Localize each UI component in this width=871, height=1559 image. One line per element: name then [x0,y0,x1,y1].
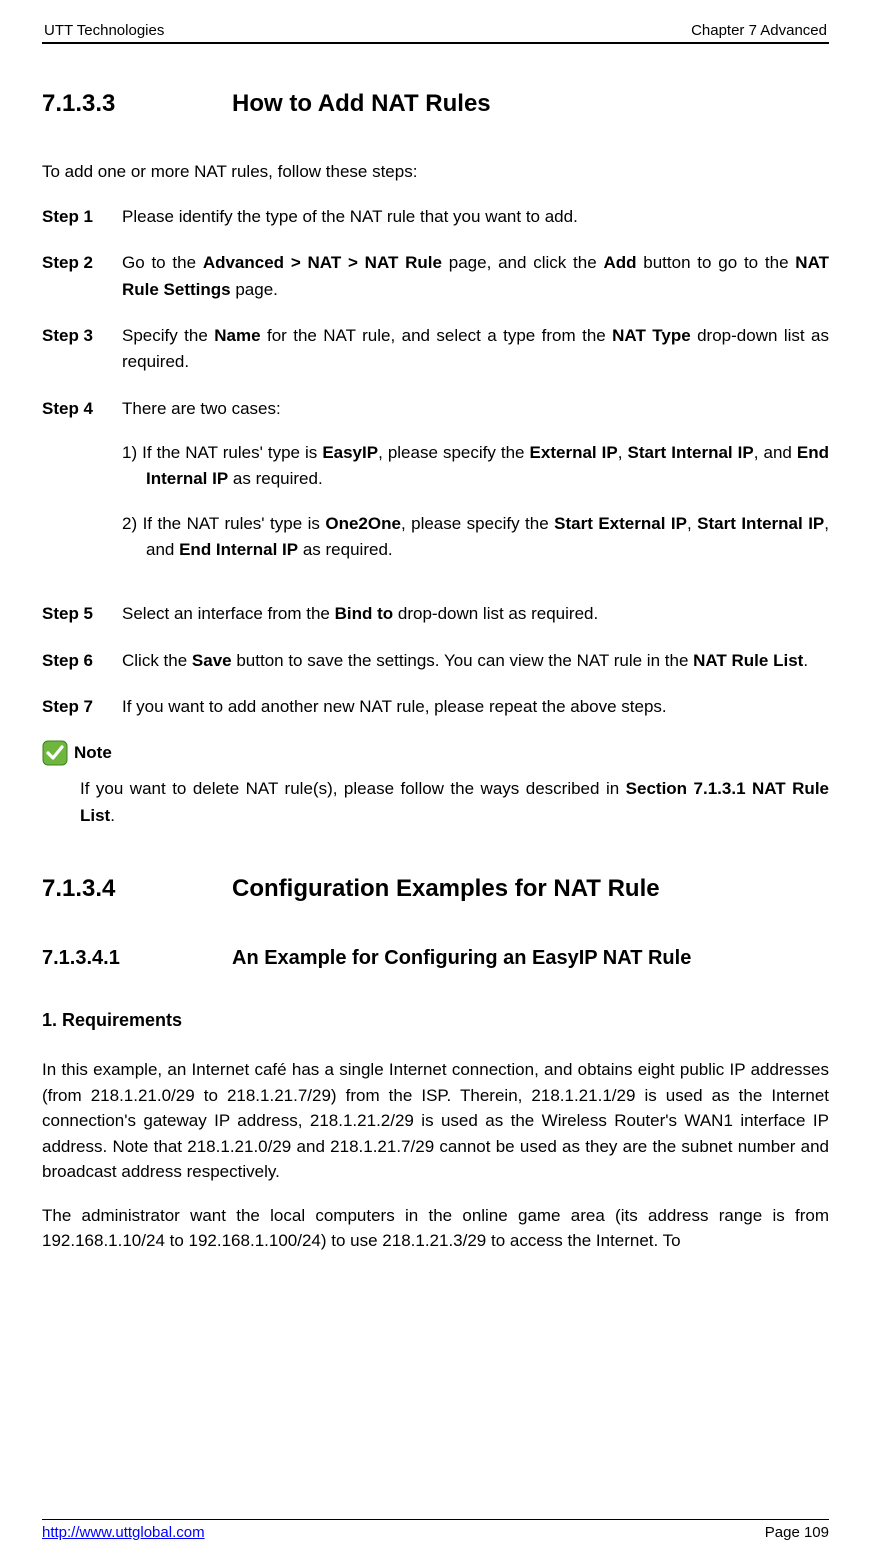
step4-case2: 2) If the NAT rules' type is One2One, pl… [122,511,829,564]
text: , please specify the [378,443,529,462]
bold: One2One [325,514,401,533]
step-5: Step 5 Select an interface from the Bind… [42,601,829,627]
text: page, and click the [442,253,603,272]
intro-text: To add one or more NAT rules, follow the… [42,162,829,182]
step-1: Step 1 Please identify the type of the N… [42,204,829,230]
section-title-text: How to Add NAT Rules [232,90,491,118]
text: drop-down list as required. [393,604,598,623]
text: Select an interface from the [122,604,335,623]
text: Please identify the type of the NAT rule… [122,207,578,226]
bold: Advanced > NAT > NAT Rule [203,253,442,272]
text: If you want to delete NAT rule(s), pleas… [80,779,626,798]
step-label: Step 4 [42,396,122,582]
step4-case1: 1) If the NAT rules' type is EasyIP, ple… [122,440,829,493]
text: as required. [298,540,393,559]
step-label: Step 3 [42,323,122,376]
bold: EasyIP [322,443,378,462]
header-left: UTT Technologies [44,22,164,39]
bold: External IP [530,443,618,462]
step-4: Step 4 There are two cases: 1) If the NA… [42,396,829,582]
text: Specify the [122,326,214,345]
document-page: UTT Technologies Chapter 7 Advanced 7.1.… [0,0,871,1559]
step-body: Specify the Name for the NAT rule, and s… [122,323,829,376]
bold: Name [214,326,260,345]
footer-page-number: Page 109 [765,1524,829,1541]
text: , and [754,443,797,462]
step-label: Step 5 [42,601,122,627]
section-heading-1: 7.1.3.3 How to Add NAT Rules [42,90,829,118]
text: , [687,514,697,533]
footer-rule [42,1519,829,1520]
step-body: Select an interface from the Bind to dro… [122,601,829,627]
bold: Start Internal IP [697,514,824,533]
subsection-title-text: An Example for Configuring an EasyIP NAT… [232,947,691,970]
subsection-number: 7.1.3.4.1 [42,947,232,970]
text: Click the [122,651,192,670]
text: . [803,651,808,670]
step-body: Please identify the type of the NAT rule… [122,204,829,230]
bold: Bind to [335,604,394,623]
text: for the NAT rule, and select a type from… [261,326,613,345]
step-7: Step 7 If you want to add another new NA… [42,694,829,720]
section-number: 7.1.3.4 [42,875,232,903]
text: Go to the [122,253,203,272]
section-number: 7.1.3.3 [42,90,232,118]
step-3: Step 3 Specify the Name for the NAT rule… [42,323,829,376]
footer-url-link[interactable]: http://www.uttglobal.com [42,1524,205,1541]
step-body: Go to the Advanced > NAT > NAT Rule page… [122,250,829,303]
text: page. [231,280,278,299]
page-header: UTT Technologies Chapter 7 Advanced [42,22,829,41]
text: button to save the settings. You can vie… [232,651,694,670]
header-right: Chapter 7 Advanced [691,22,827,39]
note-label: Note [74,743,112,763]
step-2: Step 2 Go to the Advanced > NAT > NAT Ru… [42,250,829,303]
bold: Add [603,253,636,272]
section-title-text: Configuration Examples for NAT Rule [232,875,660,903]
text: button to go to the [637,253,796,272]
section-heading-2: 7.1.3.4 Configuration Examples for NAT R… [42,875,829,903]
step-label: Step 7 [42,694,122,720]
bold: NAT Type [612,326,691,345]
note-header: Note [42,740,829,766]
step4-lead: There are two cases: [122,396,829,422]
requirements-p1: In this example, an Internet café has a … [42,1057,829,1185]
step-body: Click the Save button to save the settin… [122,648,829,674]
bold: End Internal IP [179,540,298,559]
bold: Save [192,651,232,670]
step-body: If you want to add another new NAT rule,… [122,694,829,720]
checkmark-icon [42,740,68,766]
header-rule [42,42,829,44]
step-body: There are two cases: 1) If the NAT rules… [122,396,829,582]
text: , please specify the [401,514,554,533]
text: 2) If the NAT rules' type is [122,514,325,533]
text: . [110,806,115,825]
text: as required. [228,469,323,488]
requirements-heading: 1. Requirements [42,1010,829,1031]
note-body: If you want to delete NAT rule(s), pleas… [80,776,829,829]
step-label: Step 6 [42,648,122,674]
requirements-p2: The administrator want the local compute… [42,1203,829,1254]
step-6: Step 6 Click the Save button to save the… [42,648,829,674]
text: If you want to add another new NAT rule,… [122,697,667,716]
bold: Start External IP [554,514,687,533]
text: 1) If the NAT rules' type is [122,443,322,462]
step-label: Step 1 [42,204,122,230]
subsection-heading: 7.1.3.4.1 An Example for Configuring an … [42,947,829,970]
page-footer: http://www.uttglobal.com Page 109 [42,1519,829,1541]
step-label: Step 2 [42,250,122,303]
footer-row: http://www.uttglobal.com Page 109 [42,1524,829,1541]
bold: NAT Rule List [693,651,803,670]
bold: Start Internal IP [627,443,753,462]
